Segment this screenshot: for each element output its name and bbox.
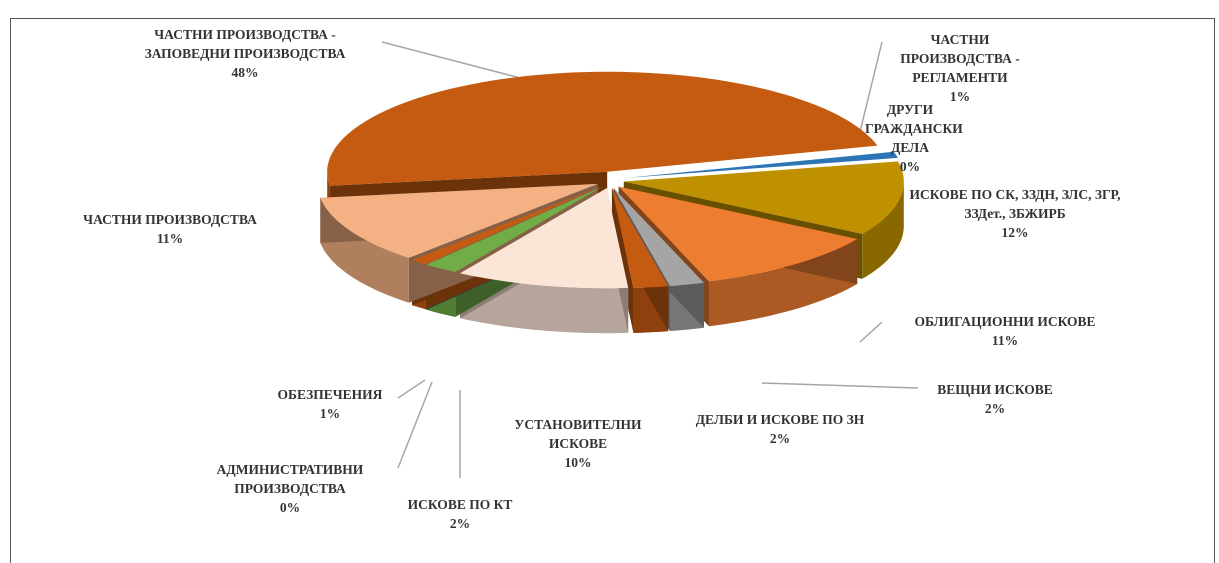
label-category: ОБЛИГАЦИОННИ ИСКОВЕ [914,314,1096,329]
label-category: ДЕЛБИ И ИСКОВЕ ПО ЗН [695,412,865,427]
label-category: ДРУГИ ГРАЖДАНСКИ ДЕЛА [865,102,963,155]
leader-line [397,381,433,469]
label-value: 11% [156,231,184,246]
slice [327,71,878,186]
data-label: ДЕЛБИ И ИСКОВЕ ПО ЗН 2% [685,410,875,448]
label-category: ОБЕЗПЕЧЕНИЯ [277,387,383,402]
label-value: 2% [984,401,1006,416]
leader-line [761,382,919,389]
label-value: 1% [949,89,971,104]
label-value: 11% [991,333,1019,348]
slice-tops [320,71,904,289]
label-category: ЧАСТНИ ПРОИЗВОДСТВА - РЕГЛАМЕНТИ [900,32,1020,85]
data-label: ДРУГИ ГРАЖДАНСКИ ДЕЛА 0% [865,100,963,176]
slice [426,186,602,272]
leader-line [859,321,883,343]
slice [611,188,669,288]
data-label: ОБЛИГАЦИОННИ ИСКОВЕ 11% [880,312,1130,350]
label-category: УСТАНОВИТЕЛНИ ИСКОВЕ [514,417,642,451]
label-value: 0% [899,159,921,174]
label-category: ВЕЩНИ ИСКОВЕ [937,382,1053,397]
slice [623,161,904,234]
data-label: ИСКОВЕ ПО СК, ЗЗДН, ЗЛС, ЗГР, ЗЗДет., ЗБ… [903,185,1128,242]
leader-lines [381,41,919,478]
data-label: АДМИНИСТРАТИВНИ ПРОИЗВОДСТВА 0% [185,460,395,517]
label-value: 2% [769,431,791,446]
label-value: 0% [279,500,301,515]
slice [425,186,602,265]
slice-side [320,197,409,303]
label-category: ЧАСТНИ ПРОИЗВОДСТВА - ЗАПОВЕДНИ ПРОИЗВОД… [144,27,346,61]
slice-side [862,181,904,279]
slice [320,183,598,258]
leader-line [397,379,426,399]
data-label: ВЕЩНИ ИСКОВЕ 2% [910,380,1080,418]
leader-line [381,41,529,81]
data-label: ИСКОВЕ ПО КТ 2% [380,495,540,533]
label-value: 1% [319,406,341,421]
label-category: АДМИНИСТРАТИВНИ ПРОИЗВОДСТВА [216,462,364,496]
slice [412,186,601,265]
data-label: ЧАСТНИ ПРОИЗВОДСТВА 11% [50,210,290,248]
label-category: ИСКОВЕ ПО СК, ЗЗДН, ЗЛС, ЗГР, ЗЗДет., ЗБ… [909,187,1121,221]
label-category: ИСКОВЕ ПО КТ [407,497,513,512]
data-label: ОБЕЗПЕЧЕНИЯ 1% [255,385,405,423]
leader-line [857,41,883,141]
data-label: УСТАНОВИТЕЛНИ ИСКОВЕ 10% [493,415,663,472]
slice [623,151,898,179]
data-label: ЧАСТНИ ПРОИЗВОДСТВА - РЕГЛАМЕНТИ 1% [875,30,1045,106]
label-value: 48% [231,65,259,80]
label-value: 12% [1001,225,1029,240]
chart-frame [10,18,1215,563]
data-label: ЧАСТНИ ПРОИЗВОДСТВА - ЗАПОВЕДНИ ПРОИЗВОД… [130,25,360,82]
slice [618,186,858,282]
slice [613,188,704,287]
slice [460,188,629,289]
label-value: 10% [564,455,592,470]
label-value: 2% [449,516,471,531]
label-category: ЧАСТНИ ПРОИЗВОДСТВА [83,212,257,227]
